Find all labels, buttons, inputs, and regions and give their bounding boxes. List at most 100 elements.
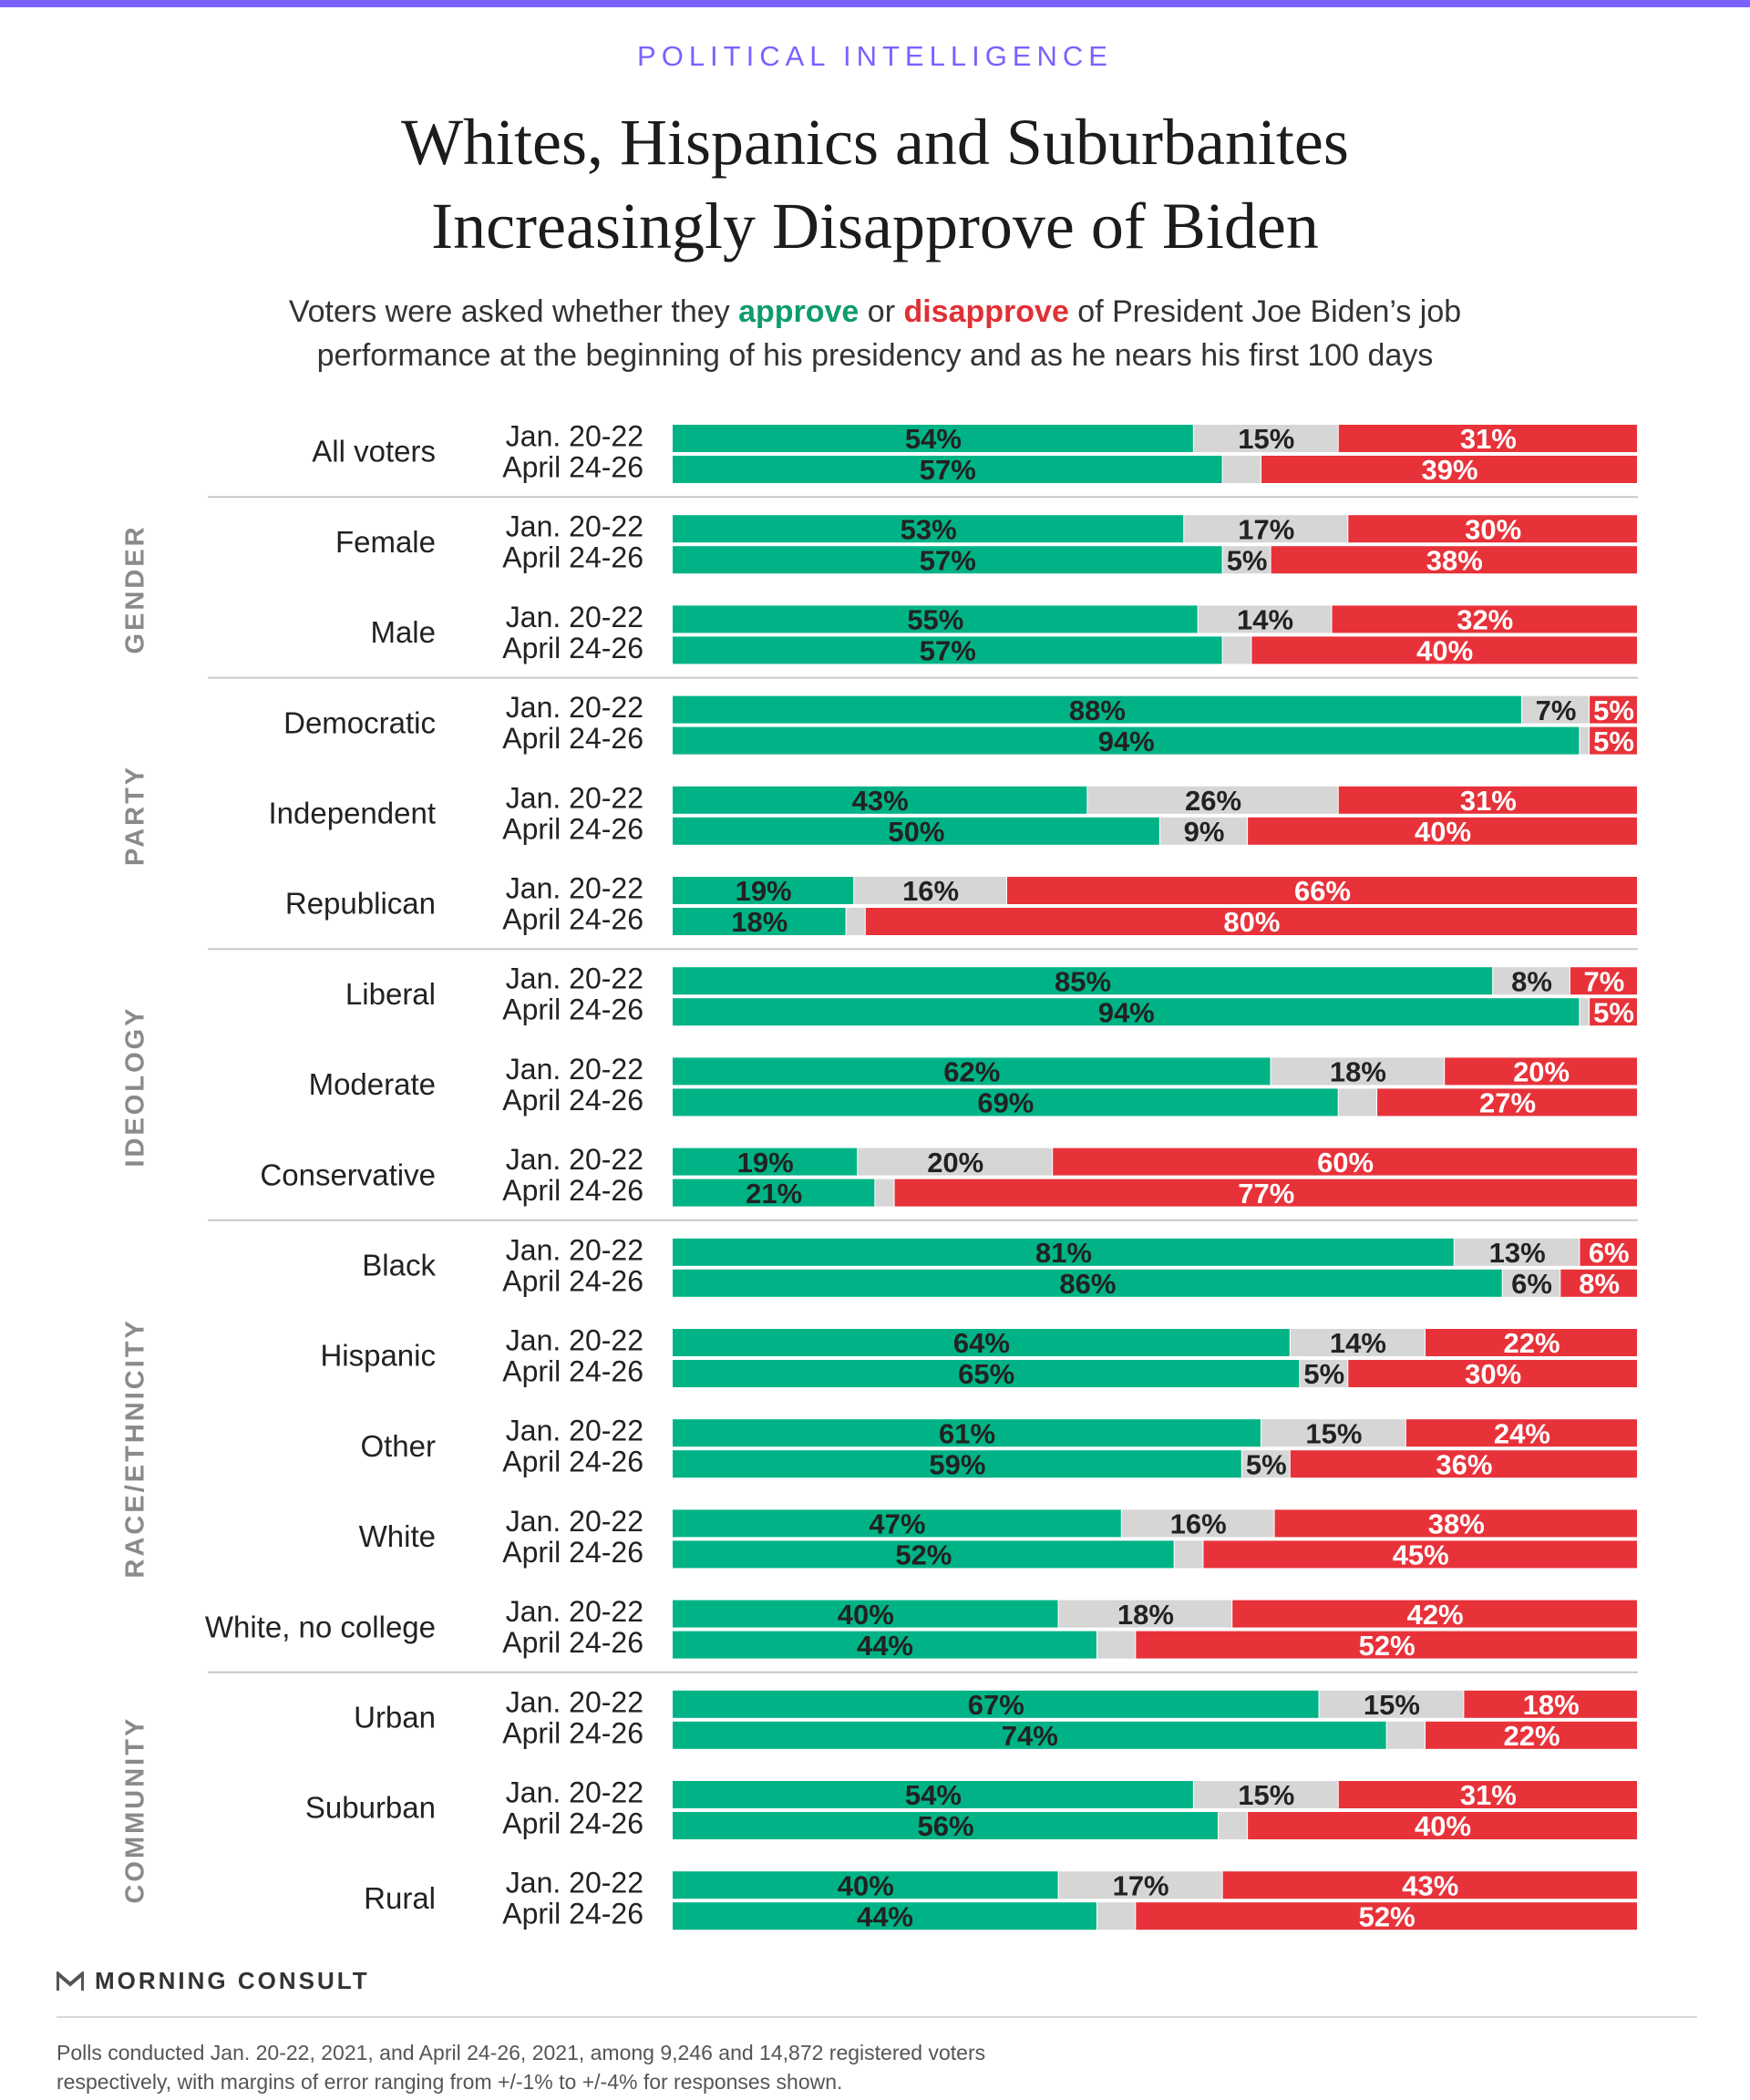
disapprove-bar <box>1248 1812 1637 1839</box>
disapprove-bar <box>1232 1600 1637 1628</box>
neutral-value-label: 6% <box>1511 1268 1552 1300</box>
approve-bar <box>673 636 1222 664</box>
neutral-bar <box>1219 1812 1248 1839</box>
disapprove-value-label: 38% <box>1428 1508 1485 1540</box>
morning-consult-logo-icon <box>57 1971 84 1991</box>
row-label: Hispanic <box>320 1339 436 1373</box>
category-label: IDEOLOGY <box>121 1005 150 1167</box>
row-label: Male <box>370 615 436 649</box>
approve-bar <box>673 1269 1502 1297</box>
disapprove-bar <box>1290 1450 1637 1478</box>
disapprove-bar <box>1560 1269 1637 1297</box>
period-label: April 24-26 <box>502 993 643 1026</box>
disapprove-bar <box>1590 998 1637 1026</box>
neutral-value-label: 7% <box>1536 695 1577 726</box>
disapprove-bar <box>1338 425 1637 452</box>
period-label: Jan. 20-22 <box>506 1143 643 1176</box>
approve-bar <box>673 726 1580 755</box>
approve-value-label: 50% <box>888 816 944 848</box>
disapprove-value-label: 40% <box>1415 816 1471 848</box>
approve-bar <box>673 1902 1096 1930</box>
approve-value-label: 57% <box>920 544 976 576</box>
period-label: April 24-26 <box>502 1536 643 1569</box>
disapprove-value-label: 27% <box>1479 1087 1536 1119</box>
neutral-bar <box>1502 1269 1560 1297</box>
neutral-value-label: 18% <box>1117 1599 1174 1631</box>
period-label: Jan. 20-22 <box>506 962 643 995</box>
period-label: April 24-26 <box>502 1446 643 1478</box>
row-label: Female <box>335 525 436 559</box>
period-label: Jan. 20-22 <box>506 1505 643 1538</box>
disapprove-bar <box>1271 546 1637 574</box>
period-label: April 24-26 <box>502 632 643 664</box>
approve-value-label: 53% <box>901 513 957 545</box>
approve-bar <box>673 1329 1290 1356</box>
period-label: April 24-26 <box>502 1084 643 1117</box>
neutral-value-label: 20% <box>927 1147 983 1179</box>
approve-bar <box>673 908 846 935</box>
period-label: Jan. 20-22 <box>506 871 643 904</box>
row-label: Urban <box>354 1701 436 1735</box>
footnote-line-2: respectively, with margins of error rang… <box>57 2070 843 2094</box>
neutral-value-label: 17% <box>1113 1869 1169 1901</box>
period-label: Jan. 20-22 <box>506 1415 643 1447</box>
approve-value-label: 81% <box>1035 1237 1092 1269</box>
approve-value-label: 44% <box>857 1900 913 1932</box>
footnote-line-1: Polls conducted Jan. 20-22, 2021, and Ap… <box>57 2041 986 2064</box>
neutral-value-label: 14% <box>1330 1327 1386 1359</box>
category-label: PARTY <box>121 765 150 866</box>
approve-value-label: 54% <box>905 1779 962 1811</box>
approve-bar <box>673 1057 1271 1086</box>
neutral-bar <box>875 1179 894 1207</box>
approve-bar <box>673 1238 1454 1266</box>
approve-value-label: 94% <box>1098 996 1155 1028</box>
disapprove-value-label: 6% <box>1589 1237 1630 1269</box>
neutral-bar <box>1058 1600 1232 1628</box>
approve-bar <box>673 1781 1193 1808</box>
period-label: April 24-26 <box>502 1898 643 1930</box>
neutral-value-label: 9% <box>1184 816 1225 848</box>
approve-value-label: 55% <box>907 604 963 636</box>
period-label: Jan. 20-22 <box>506 1867 643 1899</box>
approve-value-label: 18% <box>731 906 788 938</box>
period-label: Jan. 20-22 <box>506 1776 643 1808</box>
disapprove-bar <box>1274 1509 1637 1538</box>
row-label: Other <box>360 1429 436 1463</box>
disapprove-value-label: 7% <box>1584 965 1625 997</box>
neutral-bar <box>1454 1238 1580 1266</box>
subtitle-approve-word: approve <box>738 294 860 329</box>
footnote: Polls conducted Jan. 20-22, 2021, and Ap… <box>57 2038 1515 2096</box>
period-label: Jan. 20-22 <box>506 1685 643 1718</box>
period-label: April 24-26 <box>502 1174 643 1207</box>
neutral-bar <box>858 1148 1053 1176</box>
neutral-value-label: 18% <box>1330 1056 1386 1088</box>
disapprove-bar <box>1053 1148 1637 1176</box>
period-label: April 24-26 <box>502 1264 643 1297</box>
disapprove-bar <box>1377 1088 1637 1117</box>
approve-value-label: 40% <box>838 1599 894 1631</box>
neutral-value-label: 8% <box>1511 965 1552 997</box>
period-label: Jan. 20-22 <box>506 781 643 814</box>
neutral-value-label: 5% <box>1227 544 1268 576</box>
neutral-bar <box>1338 1088 1377 1117</box>
approve-value-label: 21% <box>746 1178 802 1210</box>
approve-bar <box>673 998 1580 1026</box>
disapprove-value-label: 30% <box>1465 1358 1521 1390</box>
period-label: Jan. 20-22 <box>506 1595 643 1628</box>
approve-value-label: 44% <box>857 1630 913 1662</box>
period-label: Jan. 20-22 <box>506 691 643 724</box>
approve-value-label: 19% <box>736 875 792 907</box>
disapprove-value-label: 18% <box>1523 1689 1580 1721</box>
approve-value-label: 43% <box>852 785 909 817</box>
disapprove-bar <box>1590 726 1637 755</box>
subtitle-text: Voters were asked whether they <box>288 294 739 329</box>
disapprove-value-label: 40% <box>1416 635 1473 667</box>
disapprove-value-label: 22% <box>1503 1327 1560 1359</box>
neutral-bar <box>1159 817 1248 845</box>
neutral-bar <box>1300 1360 1348 1387</box>
period-label: April 24-26 <box>502 722 643 755</box>
period-label: April 24-26 <box>502 541 643 574</box>
neutral-bar <box>1290 1329 1426 1356</box>
neutral-value-label: 15% <box>1364 1689 1420 1721</box>
disapprove-value-label: 5% <box>1593 726 1634 757</box>
